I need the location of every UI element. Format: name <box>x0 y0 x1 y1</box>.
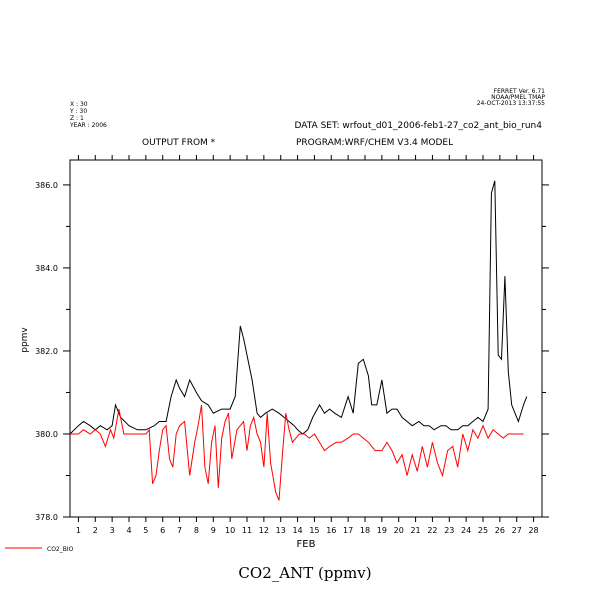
x-tick-label: 12 <box>259 526 269 535</box>
x-tick-label: 19 <box>377 526 387 535</box>
y-tick-labels: 378.0 380.0 382.0 384.0 386.0 <box>35 181 58 522</box>
program-label: PROGRAM:WRF/CHEM V3.4 MODEL <box>296 138 453 148</box>
y-tick-label: 384.0 <box>35 264 58 273</box>
coord-x: X : 30 <box>70 101 88 108</box>
y-tick-label: 386.0 <box>35 181 58 190</box>
x-tick-label: 15 <box>309 526 319 535</box>
x-tick-label: 17 <box>343 526 353 535</box>
x-tick-label: 22 <box>427 526 437 535</box>
x-tick-label: 14 <box>292 526 302 535</box>
x-tick-labels: 1 2 3 4 5 6 7 8 9 10 11 12 13 14 15 16 17 18 19 20 21 22 23 24 2… <box>76 526 539 535</box>
chart-title: CO2_ANT (ppmv) <box>238 564 371 582</box>
y-tick-label: 378.0 <box>35 513 58 522</box>
ferret-version: FERRET Ver. 6.71 <box>494 88 546 95</box>
x-tick-label: 25 <box>478 526 488 535</box>
ferret-timestamp: 24-OCT-2013 13:37:55 <box>477 100 545 107</box>
x-tick-label: 5 <box>143 526 148 535</box>
series-lines <box>69 180 528 501</box>
x-axis-label: FEB <box>297 539 316 550</box>
x-tick-label: 26 <box>495 526 505 535</box>
x-tick-label: 8 <box>194 526 199 535</box>
y-tick-label: 382.0 <box>35 347 58 356</box>
x-tick-label: 28 <box>528 526 538 535</box>
x-tick-label: 16 <box>326 526 336 535</box>
x-tick-label: 27 <box>512 526 522 535</box>
x-tick-label: 11 <box>242 526 252 535</box>
x-tick-label: 1 <box>76 526 81 535</box>
coord-y: Y : 30 <box>69 108 87 115</box>
output-from-label: OUTPUT FROM * <box>142 138 216 148</box>
x-tick-label: 4 <box>126 526 131 535</box>
x-tick-label: 18 <box>360 526 370 535</box>
series-line-co2-ant <box>69 180 528 435</box>
dataset-label: DATA SET: wrfout_d01_2006-feb1-27_co2_an… <box>295 121 543 131</box>
series-line-co2-bio <box>70 404 524 501</box>
x-tick-label: 3 <box>110 526 115 535</box>
coord-z: Z : 1 <box>70 115 84 122</box>
x-tick-label: 13 <box>276 526 286 535</box>
x-tick-label: 9 <box>211 526 216 535</box>
x-tick-label: 23 <box>444 526 454 535</box>
x-tick-label: 6 <box>160 526 165 535</box>
coord-year: YEAR : 2006 <box>69 122 107 129</box>
ferret-org: NOAA/PMEL TMAP <box>491 94 545 101</box>
plot-frame <box>69 159 543 518</box>
x-tick-label: 21 <box>410 526 420 535</box>
axis-ticks <box>63 155 549 522</box>
legend-label-co2-bio: CO2_BIO <box>47 546 74 553</box>
x-tick-label: 2 <box>93 526 98 535</box>
x-tick-label: 7 <box>177 526 182 535</box>
y-tick-label: 380.0 <box>35 430 58 439</box>
y-axis-label: ppmv <box>20 327 30 353</box>
x-tick-label: 10 <box>225 526 235 535</box>
x-tick-label: 24 <box>461 526 471 535</box>
x-tick-label: 20 <box>394 526 404 535</box>
